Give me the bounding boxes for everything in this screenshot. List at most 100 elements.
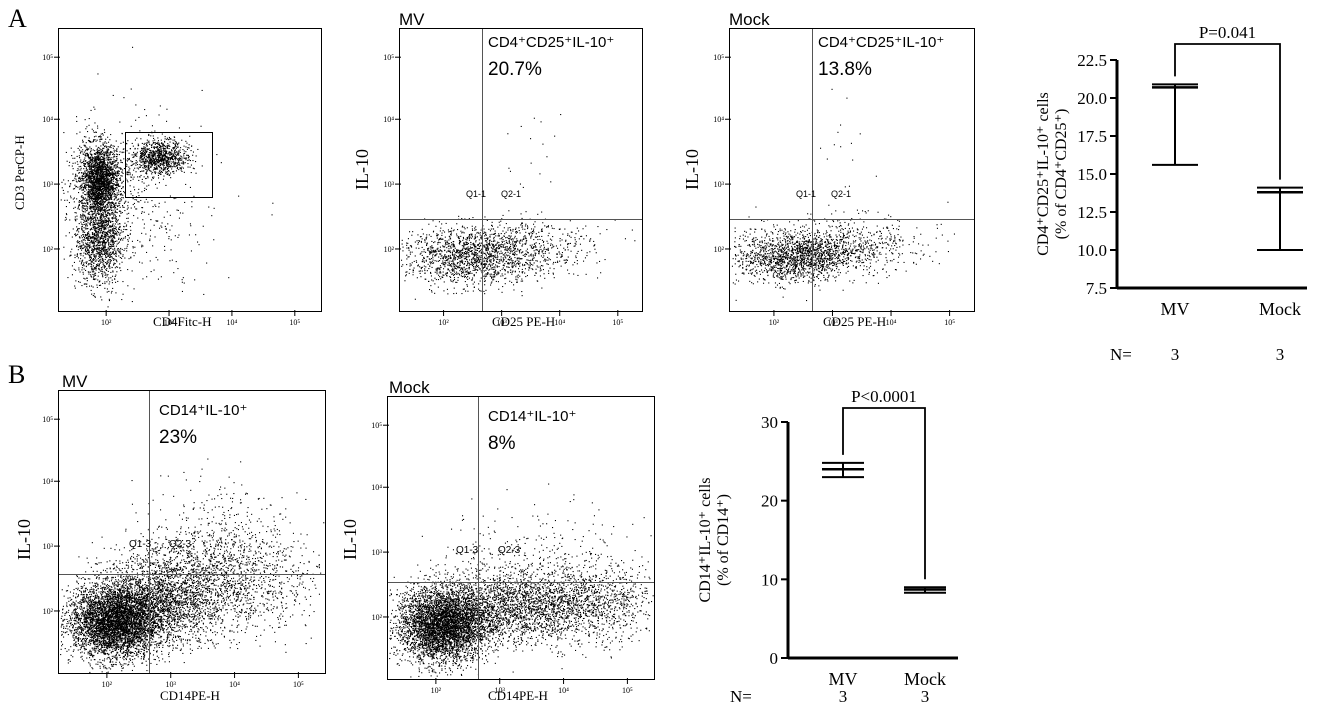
x-tick-label: 10³ [166,680,177,689]
x-tick-label: 10³ [164,318,175,327]
x-tick-label: 10² [438,318,449,327]
y-tick-label: 10⁴ [42,115,53,124]
y-tick-label: 10.0 [1077,241,1107,260]
y-tick-label: 10 [761,570,778,589]
x-tick-label: 10³ [496,318,507,327]
y-tick-label: 10³ [43,180,54,189]
y-tick-label: 15.0 [1077,165,1107,184]
quadrant-v-line [149,391,150,673]
facs-a2-scatter: 10² 10³ 10⁴ 10⁵ 10² 10³ 10⁴ 10⁵ [713,53,955,327]
x-category-label: MV [828,669,857,689]
x-tick-label: 10⁵ [289,318,300,327]
quadrant-q2-label: Q2-1 [501,189,521,199]
x-tick-label: 10² [101,318,112,327]
y-tick-label: 17.5 [1077,127,1107,146]
y-tick-label: 10³ [43,542,54,551]
facs-a1-y-label: IL-10 [352,149,373,190]
x-category-label: MV [1160,299,1189,319]
x-tick-label: 10⁴ [227,318,238,327]
y-tick-label: 10⁴ [371,483,382,492]
y-tick-label: 10⁵ [42,415,53,424]
x-tick-label: 10⁵ [622,686,633,695]
n-value: 3 [1171,345,1180,364]
facs-a1-percent: 20.7% [488,59,542,81]
facs-b1-gate-label: CD14⁺IL-10⁺ [159,401,247,419]
y-tick-label: 20 [761,492,778,511]
quadrant-q2-label: Q2-3 [498,545,520,556]
facs-a2-percent: 13.8% [818,59,872,81]
n-value: 3 [839,687,848,706]
y-tick-label: 10³ [384,180,395,189]
y-tick-label: 12.5 [1077,203,1107,222]
x-tick-label: 10⁴ [229,680,240,689]
p-value: P<0.0001 [851,387,917,406]
gating-x-label: CD4Fitc-H [153,314,212,330]
quadrant-q1-label: Q1-3 [456,545,478,556]
event-dots [60,458,325,673]
y-axis-label-sub: (% of CD14⁺) [715,494,732,586]
y-tick-label: 10³ [714,180,725,189]
facs-a1-scatter: 10² 10³ 10⁴ 10⁵ 10² 10³ 10⁴ 10⁵ [383,53,636,327]
x-tick-label: 10² [769,318,780,327]
facs-a2-title: Mock [729,10,770,30]
event-dots [401,114,636,300]
facs-b2-gate-label: CD14⁺IL-10⁺ [488,407,576,425]
quadrant-q1-label: Q1-3 [129,539,151,550]
facs-b2-y-label: IL-10 [340,519,361,560]
y-tick-label: 10⁵ [713,53,724,62]
facs-a1-gate-label: CD4⁺CD25⁺IL-10⁺ [488,33,614,51]
event-dots [731,88,955,302]
facs-b2-title: Mock [389,378,430,398]
facs-a2-gate-label: CD4⁺CD25⁺IL-10⁺ [818,33,944,51]
y-axis-label: CD4⁺CD25⁺IL-10⁺ cells [1035,92,1052,256]
quadrant-v-line [478,397,479,679]
y-tick-label: 10² [372,613,383,622]
y-tick-label: 22.5 [1077,51,1107,70]
y-tick-label: 10⁵ [383,53,394,62]
x-tick-label: 10⁴ [558,686,569,695]
panel-letter-a: A [8,4,27,34]
event-dots [389,483,654,678]
facs-b1-title: MV [62,372,88,392]
x-tick-label: 10⁵ [944,318,955,327]
quadrant-q2-label: Q2-1 [831,189,851,199]
facs-b1-percent: 23% [159,427,197,449]
significance-bracket [1174,43,1281,180]
cd4-gate-box [125,132,213,198]
y-axis-label-sub: (% of CD4⁺CD25⁺) [1053,109,1070,240]
quadrant-h-line [388,582,654,583]
x-tick-label: 10³ [827,318,838,327]
quadrant-q1-label: Q1-1 [796,189,816,199]
x-tick-label: 10² [431,686,442,695]
y-tick-label: 10⁵ [42,53,53,62]
quadrant-h-line [400,219,642,220]
x-tick-label: 10² [102,680,113,689]
facs-a1-frame: 10² 10³ 10⁴ 10⁵ 10² 10³ 10⁴ 10⁵ CD4⁺CD25⁺IL-10⁺… [383,28,643,327]
stat-plot-a: 7.5 10.0 12.5 15.0 17.5 20.0 22.5 CD4⁺CD25⁺IL-1… [1035,23,1307,364]
facs-a2-x-label: CD25 PE-H [823,314,886,330]
quadrant-v-line [482,29,483,311]
y-tick-label: 0 [770,649,779,668]
facs-a1-title: MV [399,10,425,30]
quadrant-h-line [59,574,325,575]
facs-b2-frame: 10² 10³ 10⁴ 10⁵ 10² 10³ 10⁴ 10⁵ CD14⁺IL-10⁺ 8% … [371,396,655,695]
x-category-label: Mock [904,669,946,689]
gating-plot-frame: 10² 10³ 10⁴ 10⁵ 10² 10³ 10⁴ 10⁵ [42,28,322,327]
y-tick-label: 10⁴ [383,115,394,124]
x-tick-label: 10⁵ [293,680,304,689]
x-category-label: Mock [1259,299,1301,319]
n-value: 3 [1276,345,1285,364]
facs-b2-scatter: 10² 10³ 10⁴ 10⁵ 10² 10³ 10⁴ 10⁵ [371,421,654,695]
y-tick-label: 10³ [372,548,383,557]
facs-b2-percent: 8% [488,433,515,455]
facs-b1-scatter: 10² 10³ 10⁴ 10⁵ 10² 10³ 10⁴ 10⁵ [42,415,325,689]
facs-a2-y-label: IL-10 [682,149,703,190]
y-tick-label: 10² [714,245,725,254]
facs-b1-frame: 10² 10³ 10⁴ 10⁵ 10² 10³ 10⁴ 10⁵ CD14⁺IL-10⁺ 23%… [42,390,326,689]
y-tick-label: 10² [43,245,54,254]
facs-b1-y-label: IL-10 [14,519,35,560]
facs-a2-frame: 10² 10³ 10⁴ 10⁵ 10² 10³ 10⁴ 10⁵ CD4⁺CD25⁺IL-10⁺… [713,28,975,327]
x-tick-label: 10⁴ [886,318,897,327]
significance-bracket [842,407,926,580]
